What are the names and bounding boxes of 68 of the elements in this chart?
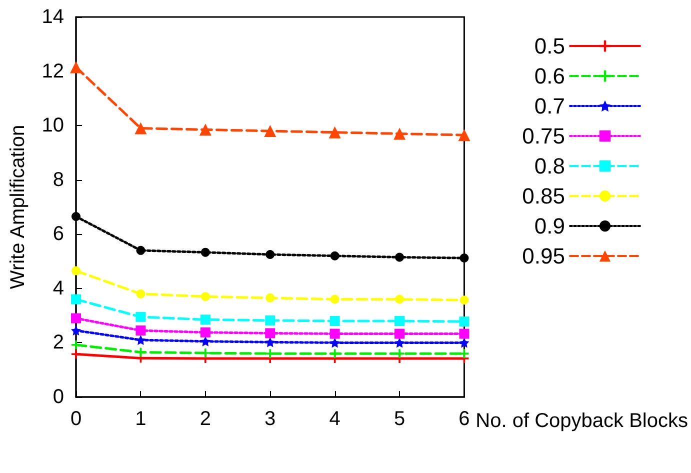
point	[330, 328, 340, 339]
point	[199, 124, 212, 136]
x-tick-label: 2	[200, 408, 211, 430]
legend-label: 0.95	[522, 244, 565, 268]
point	[459, 316, 470, 327]
x-tick-label: 0	[70, 408, 82, 430]
point	[134, 122, 147, 134]
y-tick-label: 14	[42, 6, 64, 28]
point	[71, 313, 81, 324]
point	[266, 293, 275, 302]
point	[460, 296, 469, 305]
point	[266, 250, 275, 259]
legend-label: 0.75	[522, 124, 565, 148]
point	[71, 326, 81, 336]
y-tick-label: 10	[42, 114, 64, 137]
legend-label: 0.5	[534, 34, 565, 58]
point	[330, 294, 340, 304]
x-tick-label: 6	[458, 408, 470, 430]
x-axis-title: No. of Copyback Blocks	[476, 410, 688, 432]
point	[265, 337, 276, 348]
point	[72, 350, 80, 359]
legend-label: 0.7	[534, 94, 565, 118]
point	[264, 125, 276, 137]
point	[200, 336, 210, 346]
point	[200, 314, 210, 325]
point	[200, 327, 210, 338]
point	[70, 61, 82, 74]
y-axis-title: Write Amplification	[7, 124, 29, 290]
x-tick-label: 1	[135, 408, 146, 430]
point	[459, 338, 470, 348]
point	[394, 316, 405, 326]
x-tick-label: 4	[329, 408, 340, 430]
x-tick-label: 5	[394, 408, 406, 430]
y-tick-label: 6	[52, 223, 64, 246]
point	[460, 254, 469, 263]
legend-label: 0.8	[534, 154, 565, 178]
legend-label: 0.85	[522, 184, 565, 208]
point	[136, 326, 146, 336]
point	[459, 328, 470, 339]
point	[72, 266, 80, 276]
point	[72, 340, 80, 350]
point	[458, 129, 470, 142]
point	[394, 128, 406, 140]
point	[265, 328, 276, 338]
point	[330, 338, 340, 348]
point	[136, 289, 146, 298]
legend-label: 0.9	[534, 214, 565, 238]
point	[200, 248, 210, 257]
point	[136, 312, 146, 322]
point	[394, 328, 405, 339]
point	[200, 292, 210, 302]
point	[265, 315, 276, 326]
point	[328, 126, 341, 138]
point	[330, 316, 340, 326]
y-tick-label: 0	[52, 386, 64, 408]
x-tick-label: 3	[264, 408, 276, 430]
y-tick-label: 12	[42, 60, 64, 82]
point	[395, 252, 404, 262]
legend-label: 0.6	[534, 64, 565, 88]
point	[72, 212, 80, 221]
point	[71, 294, 81, 304]
point	[330, 251, 340, 260]
point	[136, 246, 146, 255]
point	[394, 338, 405, 348]
point	[395, 294, 404, 304]
y-tick-label: 8	[52, 168, 64, 191]
y-tick-label: 2	[52, 332, 64, 354]
y-tick-label: 4	[52, 277, 64, 300]
